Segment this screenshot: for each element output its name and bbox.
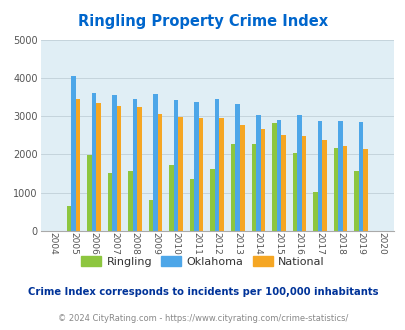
Text: Crime Index corresponds to incidents per 100,000 inhabitants: Crime Index corresponds to incidents per… bbox=[28, 287, 377, 297]
Bar bbox=[117, 106, 121, 231]
Bar bbox=[321, 140, 326, 231]
Bar bbox=[362, 149, 367, 231]
Bar bbox=[112, 95, 117, 231]
Bar bbox=[190, 179, 194, 231]
Bar bbox=[214, 99, 219, 231]
Bar bbox=[271, 123, 276, 231]
Bar bbox=[66, 206, 71, 231]
Bar bbox=[239, 125, 244, 231]
Bar bbox=[353, 171, 358, 231]
Bar bbox=[358, 122, 362, 231]
Bar bbox=[173, 100, 178, 231]
Legend: Ringling, Oklahoma, National: Ringling, Oklahoma, National bbox=[77, 251, 328, 271]
Bar bbox=[210, 169, 214, 231]
Bar bbox=[292, 153, 296, 231]
Bar bbox=[178, 117, 183, 231]
Bar bbox=[260, 129, 264, 231]
Bar bbox=[337, 121, 342, 231]
Bar bbox=[149, 200, 153, 231]
Bar bbox=[256, 115, 260, 231]
Bar bbox=[251, 144, 256, 231]
Bar bbox=[194, 102, 198, 231]
Bar bbox=[153, 94, 158, 231]
Bar bbox=[280, 135, 285, 231]
Bar bbox=[276, 120, 280, 231]
Bar bbox=[132, 99, 137, 231]
Bar bbox=[317, 121, 321, 231]
Bar bbox=[235, 104, 239, 231]
Bar bbox=[75, 99, 80, 231]
Bar bbox=[230, 145, 235, 231]
Bar bbox=[71, 76, 75, 231]
Bar bbox=[198, 118, 203, 231]
Bar bbox=[158, 114, 162, 231]
Bar bbox=[333, 148, 337, 231]
Bar bbox=[219, 118, 224, 231]
Bar bbox=[301, 136, 305, 231]
Bar bbox=[296, 115, 301, 231]
Bar bbox=[96, 103, 100, 231]
Bar bbox=[107, 173, 112, 231]
Bar bbox=[137, 107, 141, 231]
Text: © 2024 CityRating.com - https://www.cityrating.com/crime-statistics/: © 2024 CityRating.com - https://www.city… bbox=[58, 314, 347, 323]
Text: Ringling Property Crime Index: Ringling Property Crime Index bbox=[78, 14, 327, 29]
Bar bbox=[92, 93, 96, 231]
Bar bbox=[169, 165, 173, 231]
Bar bbox=[87, 155, 92, 231]
Bar bbox=[128, 171, 132, 231]
Bar bbox=[342, 147, 346, 231]
Bar bbox=[312, 192, 317, 231]
